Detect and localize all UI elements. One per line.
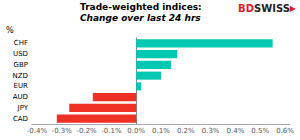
- svg-text:EUR: EUR: [14, 82, 29, 90]
- svg-text:Change over last 24 hrs: Change over last 24 hrs: [80, 13, 201, 23]
- svg-text:BD: BD: [238, 3, 254, 14]
- svg-text:SWISS: SWISS: [254, 3, 290, 14]
- svg-text:%: %: [6, 26, 14, 35]
- svg-text:-0.1%: -0.1%: [101, 127, 122, 135]
- svg-text:CHF: CHF: [14, 39, 28, 47]
- svg-text:0.0%: 0.0%: [127, 127, 145, 135]
- svg-text:-0.2%: -0.2%: [76, 127, 97, 135]
- svg-text:0.5%: 0.5%: [251, 127, 269, 135]
- svg-text:0.1%: 0.1%: [152, 127, 170, 135]
- svg-text:-0.3%: -0.3%: [52, 127, 73, 135]
- svg-text:NZD: NZD: [13, 72, 28, 80]
- svg-text:0.3%: 0.3%: [202, 127, 220, 135]
- svg-text:Trade-weighted indices:: Trade-weighted indices:: [80, 2, 202, 12]
- svg-text:AUD: AUD: [13, 93, 28, 101]
- svg-text:0.4%: 0.4%: [227, 127, 245, 135]
- svg-text:0.2%: 0.2%: [177, 127, 195, 135]
- svg-text:▶: ▶: [290, 4, 297, 13]
- svg-text:JPY: JPY: [17, 104, 29, 112]
- svg-text:CAD: CAD: [13, 115, 28, 123]
- svg-text:-0.4%: -0.4%: [27, 127, 48, 135]
- svg-text:GBP: GBP: [14, 61, 28, 69]
- svg-text:0.6%: 0.6%: [276, 127, 294, 135]
- svg-text:USD: USD: [13, 50, 28, 58]
